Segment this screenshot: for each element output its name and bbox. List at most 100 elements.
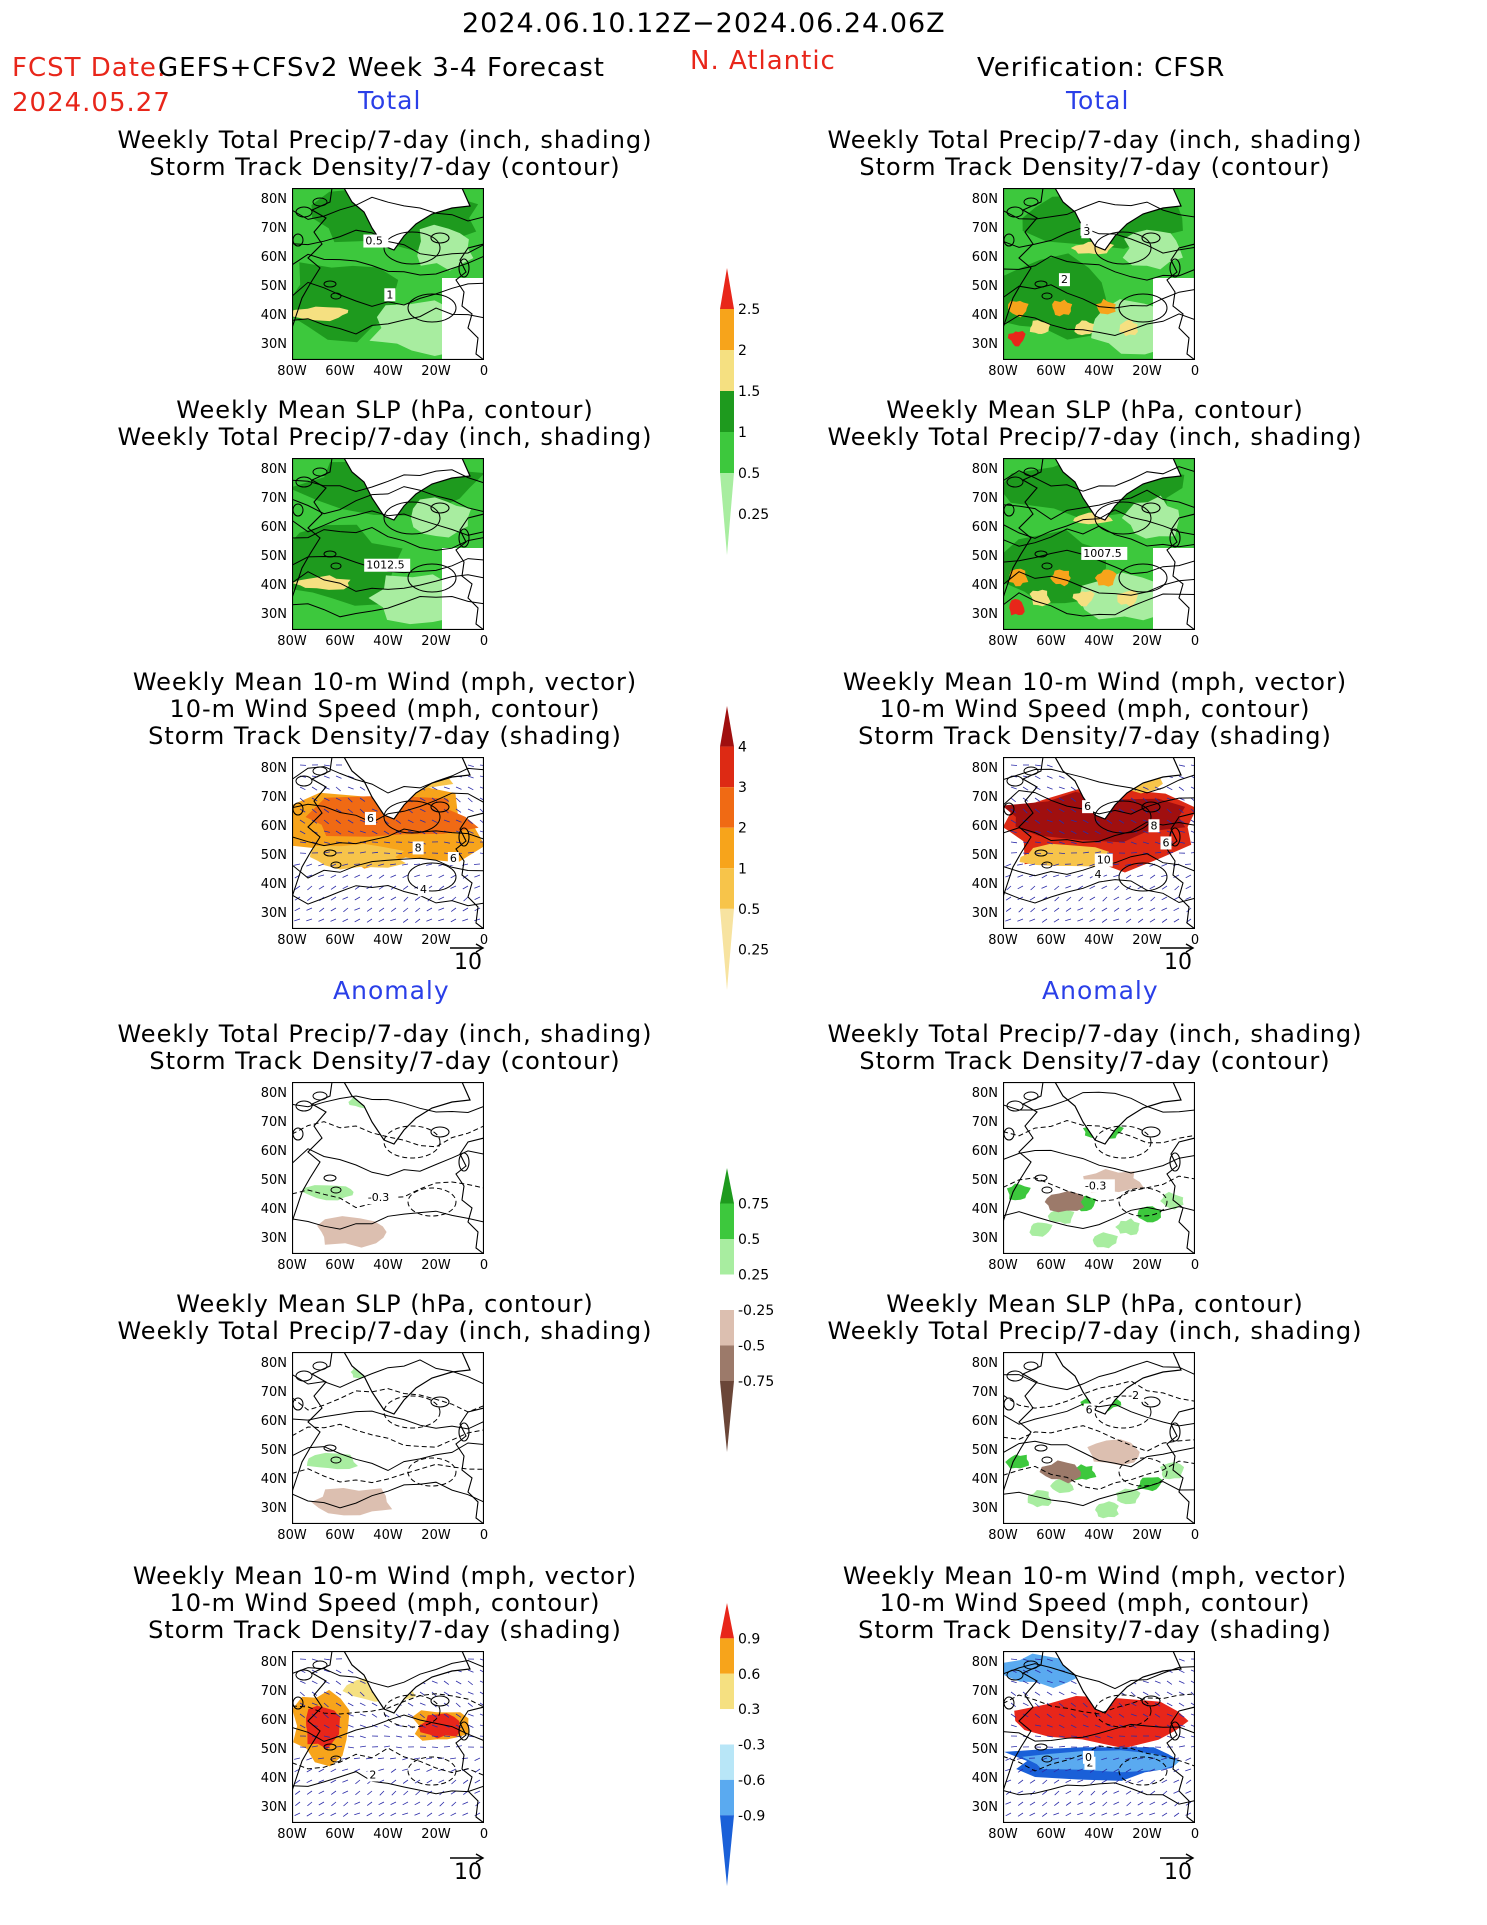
wind-vector [318, 918, 325, 922]
wind-vector [1029, 918, 1036, 922]
wind-vector [323, 851, 330, 854]
contour-label-bg [363, 234, 389, 248]
latitude-tick-label: 70N [260, 1115, 287, 1130]
latitude-tick-label: 30N [260, 1231, 287, 1246]
total-precip-colorbar-segment [720, 391, 734, 432]
wind-vector [1034, 764, 1041, 767]
wind-vector [1113, 1812, 1120, 1816]
wind-vector [330, 918, 337, 922]
latitude-tick-label: 50N [260, 1742, 287, 1757]
wind-vector [455, 841, 462, 844]
wind-vector [1178, 1713, 1185, 1718]
uk-coastline [1169, 258, 1181, 278]
wind-vector [1102, 896, 1108, 902]
wind-vector [1077, 1779, 1084, 1783]
longitude-tick-label: 40W [1084, 1528, 1114, 1543]
longitude-tick-label: 60W [1036, 364, 1066, 379]
wind-vector [1029, 896, 1036, 901]
panel-title: Weekly Mean SLP (hPa, contour) Weekly Tot… [795, 1291, 1395, 1345]
shading-region [1003, 1653, 1079, 1688]
latitude-tick-label: 50N [971, 1443, 998, 1458]
wind-vector [455, 1713, 462, 1718]
wind-vector [323, 808, 330, 813]
wind-vector [427, 1801, 433, 1807]
wind-vector [455, 1702, 461, 1708]
wind-vector [1022, 1713, 1029, 1718]
wind-vector [1185, 1812, 1192, 1816]
longitude-tick-label: 20W [421, 634, 451, 649]
latitude-tick-label: 40N [260, 1472, 287, 1487]
greenland-coastline [1054, 1352, 1182, 1415]
wind-vector [1065, 874, 1072, 878]
latitude-tick-label: 30N [971, 1800, 998, 1815]
latitude-tick-label: 60N [971, 1144, 998, 1159]
shading-region [418, 1713, 461, 1739]
wind-vector [463, 896, 469, 902]
greenland-coastline [343, 1352, 471, 1415]
longitude-tick-label: 0 [479, 1528, 489, 1543]
contour-line [292, 510, 484, 536]
island-coastline [1023, 1091, 1039, 1101]
shading-region [1122, 229, 1183, 270]
anom-precip-colorbar-label: 0.75 [738, 1197, 769, 1213]
wind-vector [335, 1713, 342, 1718]
wind-vector [462, 918, 469, 922]
vector-reference-label: 10 [454, 950, 482, 975]
wind-vector [1058, 786, 1065, 790]
wind-vector [311, 786, 318, 791]
island-coastline [323, 1743, 337, 1751]
wind-vector [1178, 1680, 1185, 1684]
wind-vector [1142, 841, 1149, 845]
contour-loop [1118, 1756, 1168, 1786]
wind-vector [1034, 841, 1041, 844]
wind-vector [1005, 1801, 1012, 1805]
contour-label: 4 [1095, 868, 1102, 881]
wind-vector [347, 1702, 354, 1707]
shading-region [311, 1488, 393, 1516]
wind-vector [1142, 1691, 1149, 1696]
wind-vector [1018, 907, 1024, 913]
wind-vector [419, 819, 426, 823]
wind-vector [1046, 830, 1053, 834]
total-storm-colorbar-top-cap [720, 706, 734, 747]
contour-line [292, 1095, 484, 1114]
wind-vector [1130, 1691, 1136, 1697]
wind-vector [415, 907, 421, 913]
longitude-tick-label: 40W [1084, 634, 1114, 649]
longitude-tick-label: 20W [421, 933, 451, 948]
contour-line [292, 1423, 484, 1448]
latitude-tick-label: 60N [260, 1144, 287, 1159]
wind-vector [1034, 852, 1042, 854]
wind-vector [1041, 918, 1048, 923]
latitude-tick-label: 40N [260, 1771, 287, 1786]
longitude-tick-label: 60W [1036, 634, 1066, 649]
panel-title: Weekly Total Precip/7-day (inch, shading… [85, 1021, 685, 1075]
wind-vector [419, 797, 426, 802]
wind-vector [359, 1680, 366, 1684]
wind-vector [450, 1812, 457, 1817]
contour-line [292, 1714, 484, 1742]
wind-vector [431, 1724, 438, 1728]
wind-vector [462, 874, 469, 879]
contour-line [292, 595, 484, 618]
wind-vector [347, 1713, 354, 1717]
precip-max-cell [1009, 598, 1025, 616]
total-precip-colorbar-bottom-cap [720, 473, 734, 555]
iceland-coastline [430, 1695, 450, 1707]
wind-vector [462, 907, 469, 912]
wind-vector [335, 830, 342, 835]
shading-region [411, 497, 472, 538]
wind-vector [1150, 896, 1156, 902]
wind-vector [479, 1724, 484, 1727]
total-storm-colorbar-label: 2 [738, 821, 747, 837]
wind-vector [455, 1680, 462, 1685]
contour-line [1003, 1782, 1195, 1805]
anom-precip-colorbar-segment [720, 1310, 734, 1346]
wind-vector [1058, 1713, 1065, 1717]
longitude-tick-label: 20W [1132, 1258, 1162, 1273]
wind-vector [306, 1790, 313, 1795]
wind-vector [294, 1757, 301, 1760]
europe-africa-coastline [455, 1137, 484, 1254]
wind-vector [1137, 896, 1144, 901]
wind-vector [1070, 1680, 1077, 1684]
